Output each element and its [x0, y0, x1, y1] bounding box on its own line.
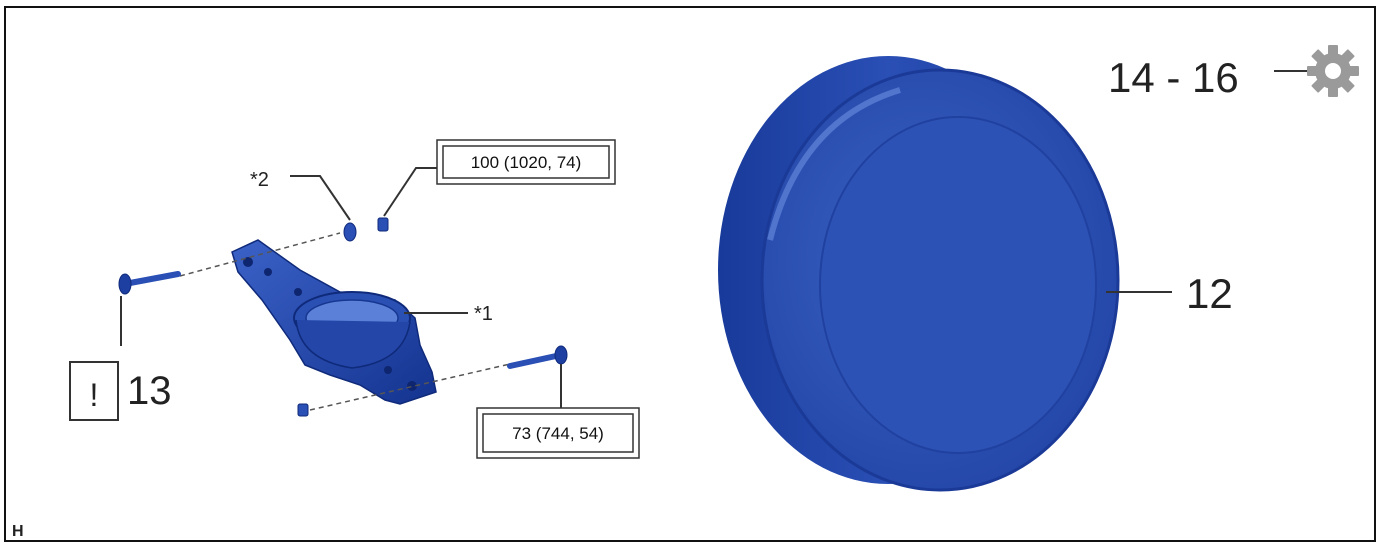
view-code: H: [12, 523, 24, 540]
lower-nut: [297, 403, 309, 417]
spare-tire: [718, 56, 1120, 492]
axis-line-upper: [179, 232, 341, 277]
upper-nut: [377, 217, 389, 232]
part-label-13: 13: [127, 369, 172, 413]
torque-box-upper: 100 (1020, 74): [436, 139, 616, 185]
gear-icon: [1307, 45, 1359, 97]
lower-bolt: [507, 345, 568, 369]
part-label-12: 12: [1186, 270, 1233, 317]
caution-mark: !: [90, 377, 99, 413]
torque-value-upper: 100 (1020, 74): [471, 153, 582, 172]
leader-line-ref-2: [290, 175, 351, 221]
axis-line-lower: [309, 363, 511, 411]
leader-line-upper-torque: [383, 167, 437, 217]
suspension-arm: [231, 239, 437, 405]
caution-icon: !: [69, 361, 119, 421]
diagram-frame: [4, 6, 1376, 542]
ref-label-1: *1: [474, 303, 493, 325]
ref-label-2: *2: [250, 169, 269, 191]
washer: [343, 222, 357, 242]
torque-box-lower: 73 (744, 54): [476, 407, 640, 459]
torque-value-lower: 73 (744, 54): [512, 424, 604, 443]
upper-bolt: [118, 271, 181, 295]
tool-torque-range: 14 - 16: [1108, 54, 1239, 101]
